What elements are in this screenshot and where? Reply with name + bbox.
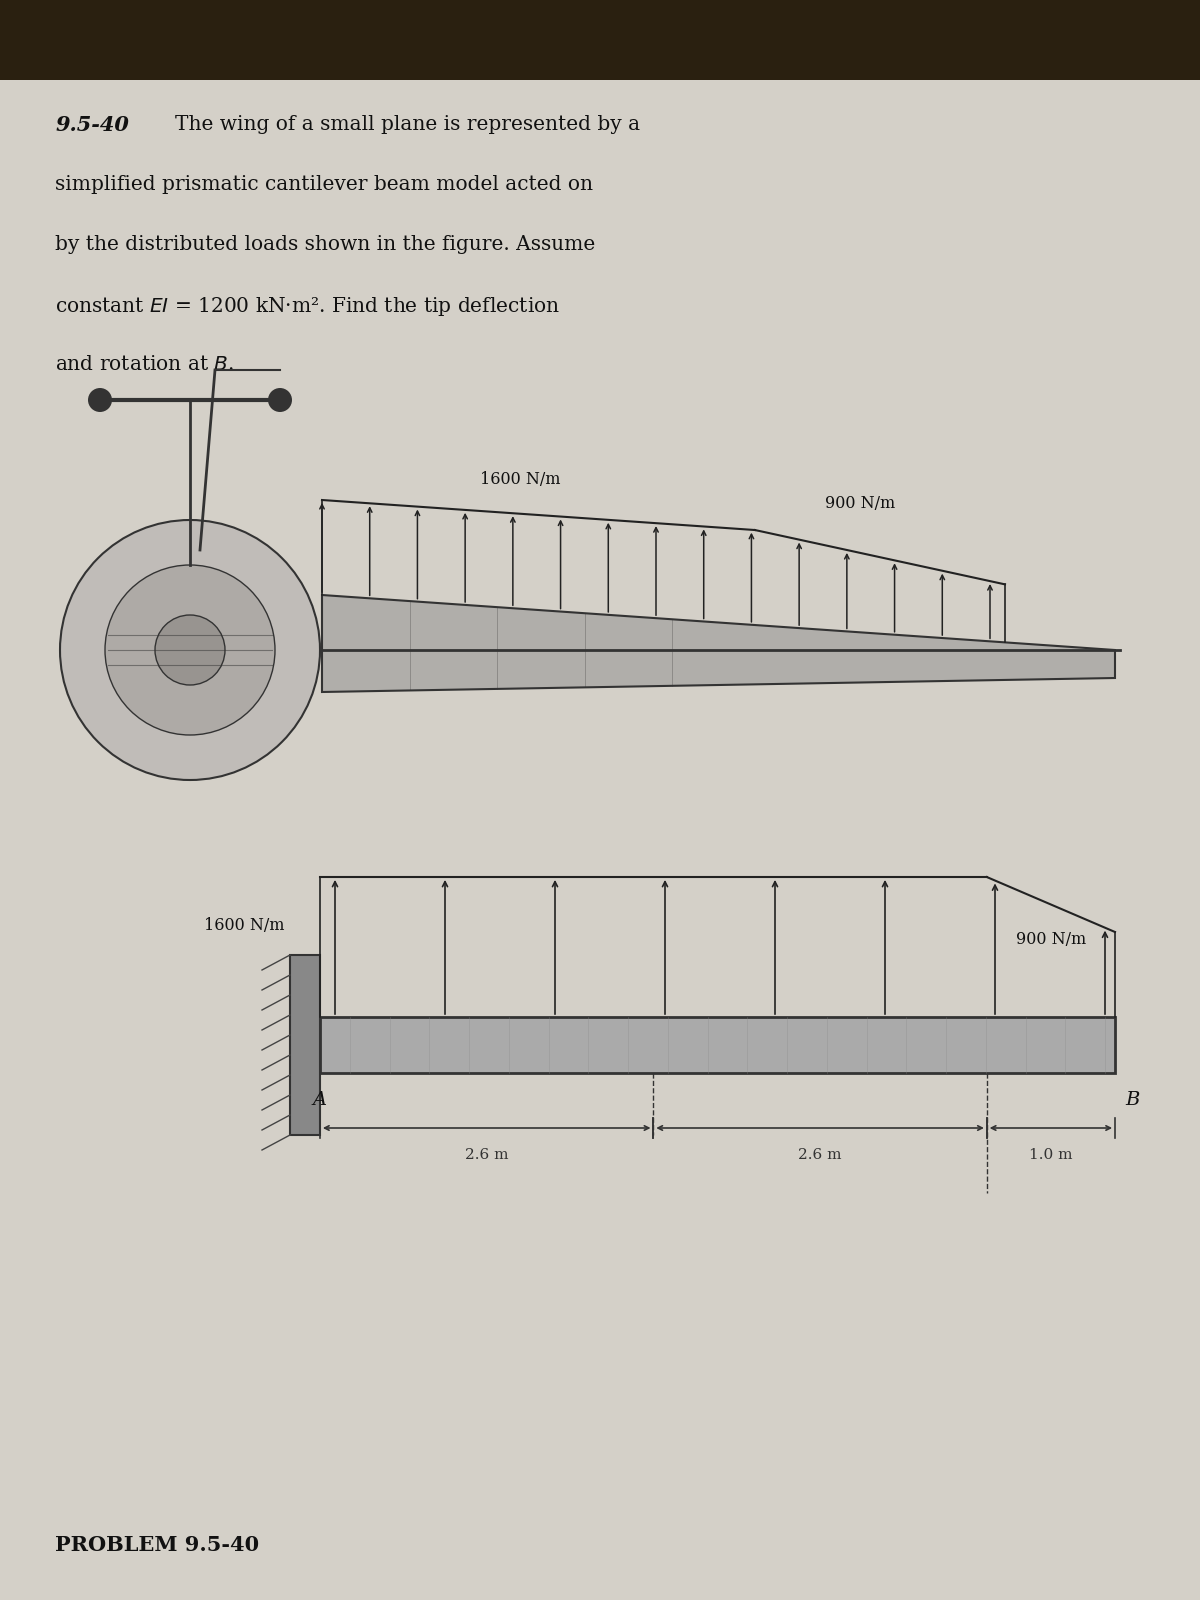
Text: 9.5-40: 9.5-40	[55, 115, 128, 134]
Polygon shape	[320, 1018, 1115, 1074]
Text: 900 N/m: 900 N/m	[1015, 931, 1086, 949]
Polygon shape	[322, 595, 1115, 691]
Circle shape	[268, 387, 292, 411]
Text: constant $EI$ = 1200 kN·m². Find the tip deflection: constant $EI$ = 1200 kN·m². Find the tip…	[55, 294, 560, 318]
Circle shape	[155, 614, 226, 685]
Text: simplified prismatic cantilever beam model acted on: simplified prismatic cantilever beam mod…	[55, 174, 593, 194]
Text: The wing of a small plane is represented by a: The wing of a small plane is represented…	[175, 115, 640, 134]
Text: 1600 N/m: 1600 N/m	[204, 917, 286, 934]
Circle shape	[88, 387, 112, 411]
Circle shape	[106, 565, 275, 734]
Text: 1.0 m: 1.0 m	[1030, 1149, 1073, 1162]
Text: B: B	[1126, 1091, 1139, 1109]
Text: 2.6 m: 2.6 m	[464, 1149, 509, 1162]
Polygon shape	[0, 0, 1200, 80]
Circle shape	[60, 520, 320, 781]
Text: and rotation at $B$.: and rotation at $B$.	[55, 355, 234, 374]
Text: 2.6 m: 2.6 m	[798, 1149, 842, 1162]
Text: by the distributed loads shown in the figure. Assume: by the distributed loads shown in the fi…	[55, 235, 595, 254]
Text: 900 N/m: 900 N/m	[824, 494, 895, 512]
Polygon shape	[290, 955, 320, 1134]
Text: PROBLEM 9.5-40: PROBLEM 9.5-40	[55, 1534, 259, 1555]
Text: A: A	[313, 1091, 328, 1109]
Text: 1600 N/m: 1600 N/m	[480, 470, 560, 488]
